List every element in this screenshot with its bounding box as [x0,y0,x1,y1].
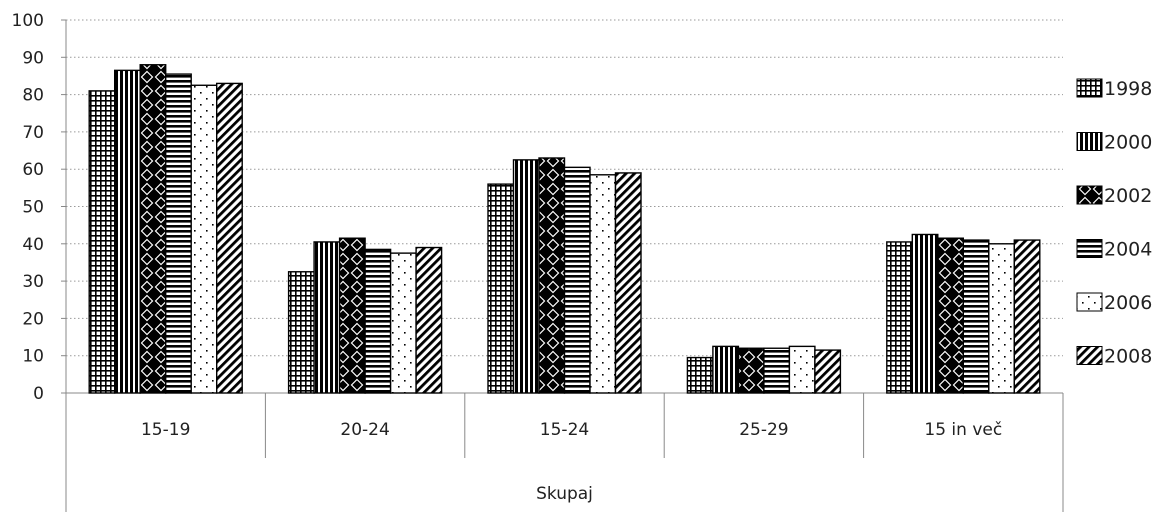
y-tick-label: 40 [22,235,44,255]
legend: 1998 2000 2002 2004 2006 2008 [1076,78,1152,368]
bar-2008-15-in-več [1013,239,1041,394]
bar-2000-15-19 [113,69,141,394]
bar-2004-25-29 [763,347,791,394]
bar-2004-15-in-več [962,239,990,394]
bar-1998-15-24 [487,183,515,394]
bar-2002-25-29 [737,347,765,394]
bar-2004-20-24 [364,248,392,394]
y-tick-label: 100 [12,11,44,31]
bar-2008-15-24 [614,172,642,394]
legend-label-2002: 2002 [1104,185,1152,207]
legend-label-2006: 2006 [1104,292,1152,314]
bar-2006-15-24 [589,174,617,394]
y-tick-label: 20 [22,309,44,329]
legend-swatch-2002 [1076,185,1103,205]
bar-2000-20-24 [313,241,341,394]
bar-2006-25-29 [788,345,816,394]
bar-1998-20-24 [287,271,315,394]
y-tick-label: 70 [22,123,44,143]
bar-2002-15-in-več [937,237,964,394]
bar-1998-15-in-več [886,241,913,394]
bars [88,64,1041,394]
category-label: 25-29 [739,420,788,440]
legend-swatch-2006 [1076,292,1103,312]
category-label: 15-24 [540,420,589,440]
y-tick-label: 60 [22,160,44,180]
category-label: 15 in več [924,420,1002,440]
bar-1998-15-19 [88,90,116,394]
y-tick-label: 10 [22,347,44,367]
bar-2006-15-19 [190,84,218,394]
bar-2006-20-24 [389,252,417,394]
bar-2002-15-24 [538,157,566,394]
bar-2004-15-19 [164,73,192,394]
y-tick-label: 50 [22,198,44,218]
bar-2008-20-24 [415,246,443,394]
axes: 0 10 20 30 40 50 60 70 80 90 100 15-19 20-24 15-24 25-… [12,11,1064,512]
category-label: 20-24 [340,420,389,440]
bar-2006-15-in-več [988,243,1015,394]
y-tick-label: 80 [22,86,44,106]
legend-swatch-2004 [1076,239,1103,258]
bar-2002-20-24 [338,237,366,394]
category-label: 15-19 [141,420,190,440]
bar-2000-15-in-več [911,233,939,394]
group-label: Skupaj [536,484,593,504]
bar-2008-15-19 [215,82,243,394]
bar-2008-25-29 [814,349,842,394]
legend-swatch-2000 [1076,132,1103,151]
legend-label-2008: 2008 [1104,346,1152,368]
y-tick-label: 90 [22,48,44,68]
legend-swatch-2008 [1076,346,1103,365]
y-tick-label: 0 [33,384,44,404]
bar-2000-25-29 [712,345,740,394]
legend-label-2004: 2004 [1104,239,1152,261]
bar-2002-15-19 [139,64,167,394]
legend-label-1998: 1998 [1104,78,1152,100]
legend-label-2000: 2000 [1104,132,1152,154]
bar-2004-15-24 [563,166,591,394]
bar-1998-25-29 [686,356,714,394]
y-tick-label: 30 [22,272,44,292]
legend-swatch-1998 [1076,78,1103,98]
bar-2000-15-24 [512,159,540,394]
